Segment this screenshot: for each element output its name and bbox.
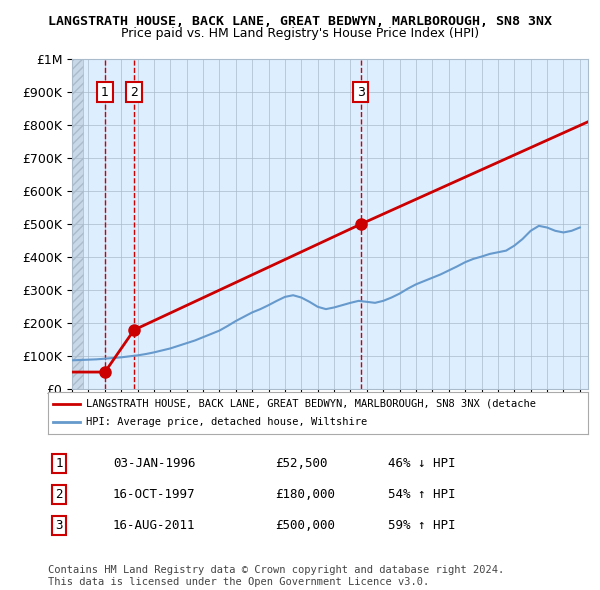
Text: £180,000: £180,000 <box>275 488 335 501</box>
Text: 16-OCT-1997: 16-OCT-1997 <box>113 488 196 501</box>
Text: 2: 2 <box>55 488 62 501</box>
Text: 2: 2 <box>130 86 138 99</box>
Text: Price paid vs. HM Land Registry's House Price Index (HPI): Price paid vs. HM Land Registry's House … <box>121 27 479 40</box>
Text: 16-AUG-2011: 16-AUG-2011 <box>113 519 196 532</box>
Text: 3: 3 <box>356 86 365 99</box>
Text: 1: 1 <box>55 457 62 470</box>
Text: £52,500: £52,500 <box>275 457 328 470</box>
Text: 46% ↓ HPI: 46% ↓ HPI <box>388 457 456 470</box>
Text: 54% ↑ HPI: 54% ↑ HPI <box>388 488 456 501</box>
Text: 1: 1 <box>101 86 109 99</box>
Text: HPI: Average price, detached house, Wiltshire: HPI: Average price, detached house, Wilt… <box>86 417 367 427</box>
Text: Contains HM Land Registry data © Crown copyright and database right 2024.
This d: Contains HM Land Registry data © Crown c… <box>48 565 504 587</box>
Text: 59% ↑ HPI: 59% ↑ HPI <box>388 519 456 532</box>
Text: £500,000: £500,000 <box>275 519 335 532</box>
Text: 03-JAN-1996: 03-JAN-1996 <box>113 457 196 470</box>
Text: 3: 3 <box>55 519 62 532</box>
Text: LANGSTRATH HOUSE, BACK LANE, GREAT BEDWYN, MARLBOROUGH, SN8 3NX: LANGSTRATH HOUSE, BACK LANE, GREAT BEDWY… <box>48 15 552 28</box>
Bar <box>72 59 83 389</box>
Text: LANGSTRATH HOUSE, BACK LANE, GREAT BEDWYN, MARLBOROUGH, SN8 3NX (detache: LANGSTRATH HOUSE, BACK LANE, GREAT BEDWY… <box>86 399 536 409</box>
